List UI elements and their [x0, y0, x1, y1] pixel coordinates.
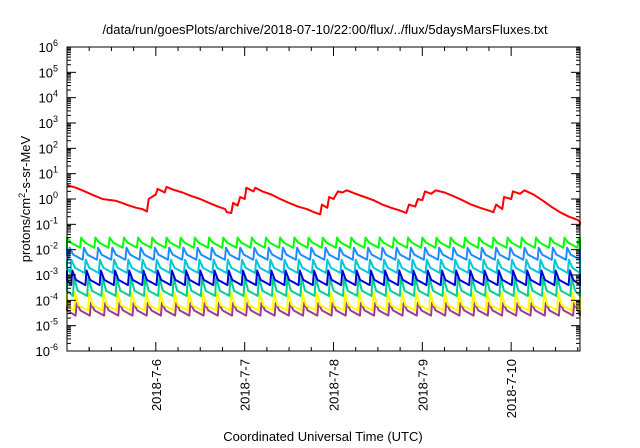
y-tick-exp: 4	[53, 89, 58, 99]
y-tick-base: 10	[39, 91, 53, 106]
y-tick-exp: 1	[53, 165, 58, 175]
y-tick-label: 104	[39, 89, 58, 106]
y-tick-label: 10-5	[36, 317, 58, 334]
y-tick-label: 105	[39, 63, 58, 80]
y-tick-label: 103	[39, 114, 58, 131]
y-tick-exp: 3	[53, 114, 58, 124]
y-tick-base: 10	[39, 40, 53, 55]
y-tick-exp: -5	[50, 317, 58, 327]
y-tick-exp: 2	[53, 139, 58, 149]
y-tick-label: 101	[39, 165, 58, 182]
chart-title: /data/run/goesPlots/archive/2018-07-10/2…	[102, 22, 548, 37]
y-axis-label-pre: protons/cm	[18, 198, 33, 262]
x-tick-label: 2018-7-9	[415, 359, 430, 411]
y-tick-label: 10-2	[36, 241, 58, 258]
y-tick-exp: -3	[50, 266, 58, 276]
y-tick-exp: -6	[50, 342, 58, 352]
y-tick-label: 106	[39, 38, 58, 55]
y-axis-label-post: -s-sr-MeV	[18, 135, 33, 192]
y-tick-base: 10	[36, 268, 50, 283]
y-tick-exp: -2	[50, 241, 58, 251]
y-tick-base: 10	[36, 243, 50, 258]
y-tick-exp: -4	[50, 291, 58, 301]
y-tick-label: 102	[39, 139, 58, 156]
series-line	[66, 291, 581, 312]
x-tick-label: 2018-7-7	[238, 359, 253, 411]
plot-area	[66, 184, 581, 317]
x-axis: 2018-7-6 2018-7-7 2018-7-8 2018-7-9 2018-7-1…	[88, 47, 579, 418]
y-tick-base: 10	[39, 192, 53, 207]
y-axis-label: protons/cm2-s-sr-MeV	[17, 135, 33, 262]
y-tick-base: 10	[39, 65, 53, 80]
y-axis: 10-610-510-410-310-210-11001011021031041…	[36, 38, 580, 359]
y-tick-label: 10-4	[36, 291, 58, 308]
y-tick-base: 10	[39, 141, 53, 156]
x-tick-label: 2018-7-10	[504, 359, 519, 418]
x-axis-label: Coordinated Universal Time (UTC)	[223, 429, 422, 444]
series-line	[66, 269, 581, 287]
series-line	[66, 258, 581, 274]
y-tick-label: 10-3	[36, 266, 58, 283]
y-tick-exp: -1	[50, 215, 58, 225]
y-tick-base: 10	[36, 217, 50, 232]
y-tick-exp: 5	[53, 63, 58, 73]
y-tick-base: 10	[39, 116, 53, 131]
series-line	[66, 276, 581, 297]
y-tick-label: 100	[39, 190, 58, 207]
y-tick-exp: 0	[53, 190, 58, 200]
y-tick-base: 10	[36, 293, 50, 308]
series-line	[66, 236, 581, 249]
y-tick-base: 10	[36, 319, 50, 334]
y-tick-exp: 6	[53, 38, 58, 48]
y-tick-label: 10-6	[36, 342, 58, 359]
x-tick-label: 2018-7-6	[149, 359, 164, 411]
x-tick-label: 2018-7-8	[326, 359, 341, 411]
y-tick-label: 10-1	[36, 215, 58, 232]
y-tick-base: 10	[39, 167, 53, 182]
y-axis-label-sup: 2	[17, 193, 27, 198]
series-line	[66, 184, 581, 226]
series-line	[66, 246, 581, 261]
y-tick-base: 10	[36, 344, 50, 359]
